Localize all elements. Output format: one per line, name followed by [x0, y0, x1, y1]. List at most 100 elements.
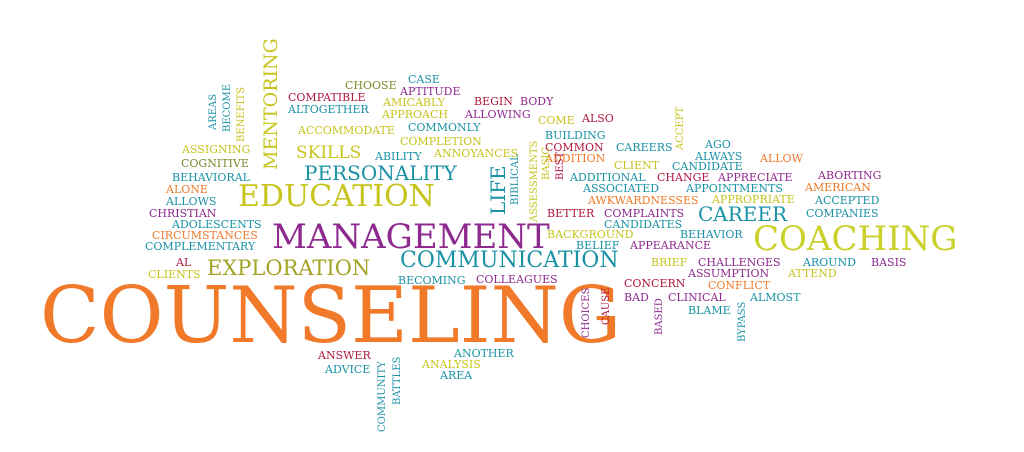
word-career: CAREER — [698, 202, 788, 226]
word-begin: BEGIN — [474, 95, 513, 108]
word-additional: ADDITIONAL — [570, 171, 646, 184]
word-accepted: ACCEPTED — [815, 194, 880, 207]
word-candidate: CANDIDATE — [672, 160, 743, 173]
word-exploration: EXPLORATION — [207, 256, 371, 280]
word-benefits: BENEFITS — [236, 86, 247, 142]
word-choices: CHOICES — [581, 287, 592, 338]
word-accommodate: ACCOMMODATE — [298, 124, 395, 137]
word-compatible: COMPATIBLE — [288, 91, 366, 104]
word-annoyances: ANNOYANCES — [434, 147, 519, 160]
word-areas: AREAS — [208, 93, 219, 130]
word-coaching: COACHING — [753, 219, 958, 259]
word-attend: ATTEND — [788, 267, 837, 280]
word-amicably: AMICABLY — [383, 96, 445, 109]
word-better: BETTER — [547, 207, 595, 220]
word-ability: ABILITY — [375, 150, 422, 163]
word-choose: CHOOSE — [345, 79, 397, 92]
word-become: BECOME — [222, 83, 233, 132]
word-awkwardnesses: AWKWARDNESSES — [588, 194, 699, 207]
word-companies: COMPANIES — [806, 207, 879, 220]
word-appearance: APPEARANCE — [630, 239, 712, 252]
word-basic: BASIC — [541, 146, 552, 180]
word-battles: BATTLES — [392, 356, 403, 405]
word-behavioral: BEHAVIORAL — [172, 171, 250, 184]
word-answer: ANSWER — [318, 349, 371, 362]
word-cause: CAUSE — [601, 287, 612, 325]
word-accept: ACCEPT — [675, 106, 686, 150]
word-appointments: APPOINTMENTS — [686, 182, 783, 195]
word-complaints: COMPLAINTS — [604, 207, 685, 220]
word-blame: BLAME — [688, 304, 731, 317]
word-colleagues: COLLEAGUES — [476, 273, 558, 286]
word-always: ALWAYS — [695, 150, 743, 163]
word-altogether: ALTOGETHER — [288, 103, 369, 116]
word-commonly: COMMONLY — [408, 121, 481, 134]
word-common: COMMON — [545, 141, 604, 154]
word-clients: CLIENTS — [148, 268, 201, 281]
word-completion: COMPLETION — [400, 135, 482, 148]
word-communication: COMMUNICATION — [400, 248, 619, 273]
word-addition: ADDITION — [545, 152, 606, 165]
word-challenges: CHALLENGES — [698, 256, 781, 269]
word-another: ANOTHER — [454, 347, 514, 360]
word-ago: AGO — [705, 138, 731, 151]
word-case: CASE — [408, 73, 440, 86]
word-education: EDUCATION — [238, 179, 435, 214]
word-concern: CONCERN — [624, 277, 686, 290]
word-client: CLIENT — [614, 159, 660, 172]
word-based: BASED — [654, 298, 665, 335]
word-appreciate: APPRECIATE — [718, 171, 793, 184]
word-approach: APPROACH — [382, 108, 448, 121]
word-allows: ALLOWS — [166, 195, 217, 208]
word-building: BUILDING — [545, 129, 606, 142]
word-biblical: BIBLICAL — [510, 154, 521, 205]
word-alone: ALONE — [166, 183, 208, 196]
word-behavior: BEHAVIOR — [680, 228, 743, 241]
word-circumstances: CIRCUMSTANCES — [152, 229, 258, 242]
word-counseling: COUNSELING — [40, 271, 622, 361]
word-adolescents: ADOLESCENTS — [172, 218, 262, 231]
word-assessments: ASSESSMENTS — [529, 140, 540, 222]
word-assumption: ASSUMPTION — [688, 267, 770, 280]
word-advice: ADVICE — [325, 363, 371, 376]
word-conflict: CONFLICT — [708, 279, 771, 292]
word-aptitude: APTITUDE — [400, 85, 461, 98]
word-becoming: BECOMING — [398, 274, 466, 287]
word-body: BODY — [520, 95, 554, 108]
word-skills: SKILLS — [296, 143, 362, 163]
word-christian: CHRISTIAN — [149, 207, 217, 220]
word-bypass: BYPASS — [737, 301, 748, 342]
word-personality: PERSONALITY — [304, 161, 457, 185]
word-careers: CAREERS — [616, 141, 673, 154]
word-come: COME — [538, 114, 575, 127]
word-allowing: ALLOWING — [465, 108, 531, 121]
word-background: BACKGROUND — [547, 228, 634, 241]
word-brief: BRIEF — [651, 256, 688, 269]
word-assigning: ASSIGNING — [182, 143, 251, 156]
word-associated: ASSOCIATED — [583, 182, 660, 195]
word-change: CHANGE — [657, 171, 710, 184]
word-management: MANAGEMENT — [272, 217, 550, 257]
word-almost: ALMOST — [750, 291, 801, 304]
word-analysis: ANALYSIS — [422, 358, 481, 371]
word-mentoring: MENTORING — [260, 38, 282, 170]
word-clinical: CLINICAL — [668, 291, 726, 304]
word-also: ALSO — [582, 112, 614, 125]
word-al: AL — [176, 256, 192, 269]
word-aborting: ABORTING — [818, 169, 882, 182]
word-appropriate: APPROPRIATE — [712, 193, 795, 206]
word-best: BEST — [555, 151, 566, 180]
word-bad: BAD — [624, 291, 649, 304]
word-around: AROUND — [803, 256, 856, 269]
word-complementary: COMPLEMENTARY — [145, 240, 256, 253]
word-belief: BELIEF — [576, 239, 620, 252]
word-american: AMERICAN — [805, 181, 871, 194]
word-area: AREA — [440, 369, 473, 382]
word-candidates: CANDIDATES — [604, 218, 683, 231]
word-life: LIFE — [486, 165, 510, 215]
word-basis: BASIS — [871, 256, 907, 269]
word-cognitive: COGNITIVE — [181, 157, 249, 170]
word-allow: ALLOW — [760, 152, 803, 165]
word-community: COMMUNITY — [377, 361, 388, 432]
